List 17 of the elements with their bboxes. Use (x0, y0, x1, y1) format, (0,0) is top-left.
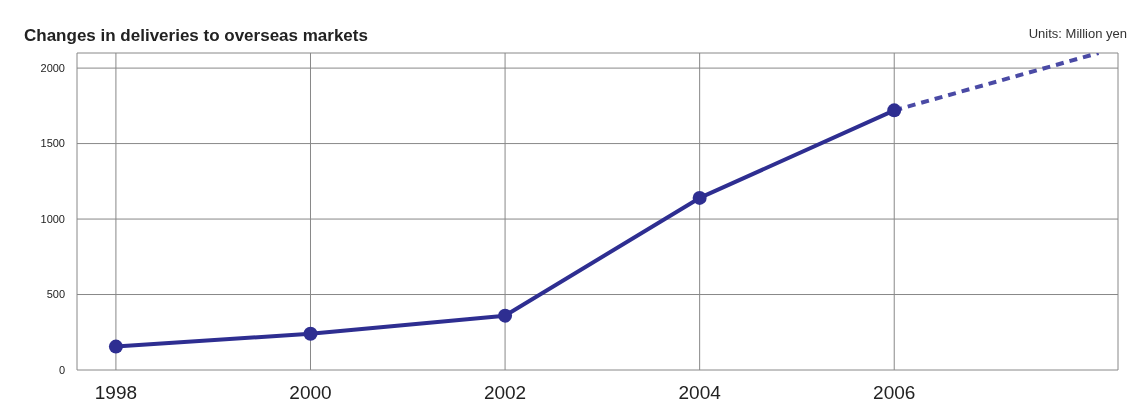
x-tick-label: 2004 (678, 382, 722, 404)
x-tick-label: 1998 (94, 382, 138, 404)
y-tick-label: 1000 (40, 212, 65, 225)
point (498, 308, 513, 323)
chart-title: Changes in deliveries to overseas markets (24, 26, 368, 46)
x-tick-label: 2000 (289, 382, 332, 404)
point (303, 326, 318, 341)
y-tick-label: 0 (58, 363, 65, 376)
y-tick-label: 1500 (40, 137, 65, 150)
x-tick-label: 2002 (483, 382, 527, 404)
y-tick-label: 2000 (40, 62, 65, 74)
x-tick-label: 2006 (873, 382, 916, 404)
point (692, 190, 707, 205)
text: Units: Million yen (1028, 26, 1127, 41)
y-tick-label: 500 (46, 288, 65, 301)
point (108, 339, 123, 354)
point (887, 103, 902, 118)
